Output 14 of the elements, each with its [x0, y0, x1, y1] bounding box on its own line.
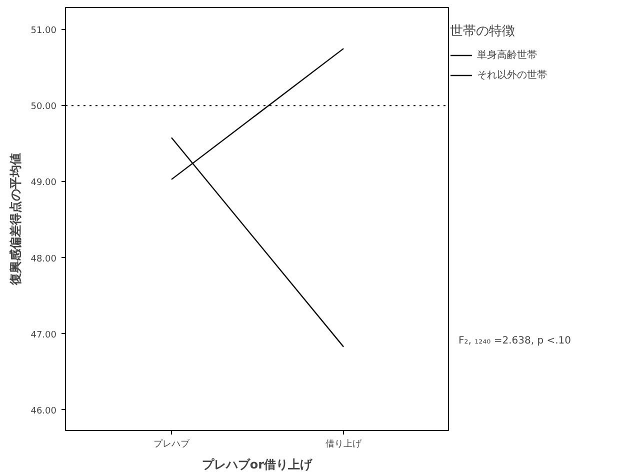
y-tick-label: 49.00 [30, 178, 57, 188]
y-tick-label: 46.00 [30, 406, 57, 416]
legend-label: 単身高齢世帯 [477, 48, 537, 62]
y-tick-label: 47.00 [30, 330, 57, 340]
y-tick-label: 51.00 [30, 26, 57, 36]
legend-title: 世帯の特徴 [450, 23, 516, 40]
y-tick-label: 48.00 [30, 254, 57, 264]
legend-label: それ以外の世帯 [477, 68, 547, 82]
x-axis-title: プレハブor借り上げ [202, 458, 314, 472]
y-axis-title: 復興感偏差得点の平均値 [8, 153, 23, 286]
text: F₂, ₁₂₄₀ =2.638, p <.10 [458, 336, 572, 346]
x-tick-label: 借り上げ [326, 438, 363, 450]
x-tick-label: プレハブ [153, 438, 190, 450]
y-tick-label: 50.00 [30, 102, 57, 112]
